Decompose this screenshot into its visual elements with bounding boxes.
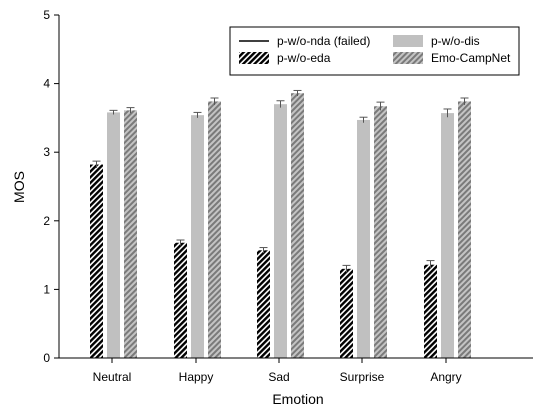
bar-p-w-o-eda [257, 250, 270, 358]
x-axis-title: Emotion [272, 391, 323, 407]
legend: p-w/o-nda (failed) p-w/o-eda p-w/o-dis E… [229, 26, 520, 76]
legend-swatch-p-w-o-dis [393, 35, 423, 47]
legend-frame [229, 26, 520, 76]
legend-label-emo-campnet: Emo-CampNet [431, 51, 511, 65]
legend-swatch-p-w-o-eda [239, 52, 269, 64]
bar-emo-campnet [458, 101, 471, 358]
legend-swatch-emo-campnet [393, 52, 423, 64]
bar-emo-campnet [208, 101, 221, 358]
plot-area [90, 89, 471, 359]
bar-p-w-o-dis [107, 112, 120, 358]
legend-label-p-w-o-nda: p-w/o-nda (failed) [277, 34, 370, 48]
y-tick-label: 5 [43, 8, 50, 22]
x-tick-label: Angry [430, 370, 461, 384]
legend-item-p-w-o-eda: p-w/o-eda [239, 51, 331, 65]
x-tick-label: Surprise [340, 370, 385, 384]
bar-p-w-o-dis [441, 113, 454, 359]
bar-p-w-o-eda [340, 268, 353, 358]
bar-emo-campnet [374, 106, 387, 358]
y-tick-label: 2 [43, 214, 50, 228]
bar-p-w-o-eda [174, 242, 187, 358]
y-axis-title: MOS [11, 171, 27, 203]
y-tick-label: 4 [43, 77, 50, 91]
axes: 0 1 2 3 4 5 Neutral Happy Sad Surprise Angry [43, 8, 533, 384]
bar-p-w-o-eda [90, 164, 103, 358]
legend-item-p-w-o-nda: p-w/o-nda (failed) [239, 34, 370, 48]
bar-emo-campnet [291, 93, 304, 358]
legend-label-p-w-o-eda: p-w/o-eda [277, 51, 331, 65]
y-tick-label: 3 [43, 145, 50, 159]
y-tick-label: 1 [43, 282, 50, 296]
bar-p-w-o-dis [357, 119, 370, 358]
legend-label-p-w-o-dis: p-w/o-dis [431, 34, 480, 48]
bar-p-w-o-dis [191, 115, 204, 358]
y-tick-label: 0 [43, 351, 50, 365]
legend-item-emo-campnet: Emo-CampNet [393, 51, 511, 65]
bar-p-w-o-eda [424, 264, 437, 358]
x-tick-label: Sad [268, 370, 289, 384]
bar-emo-campnet [124, 110, 137, 358]
bar-p-w-o-dis [274, 104, 287, 359]
legend-item-p-w-o-dis: p-w/o-dis [393, 34, 480, 48]
x-tick-label: Happy [179, 370, 214, 384]
x-tick-label: Neutral [93, 370, 132, 384]
